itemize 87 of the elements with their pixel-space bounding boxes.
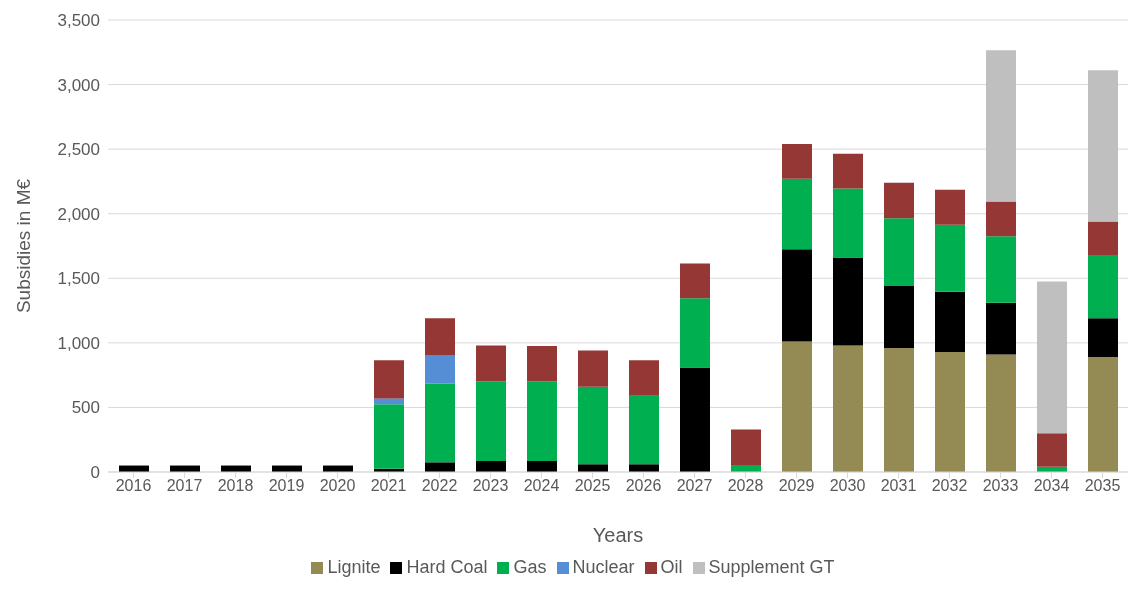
x-tick-label: 2031	[880, 477, 917, 495]
bar	[884, 182, 914, 219]
bar	[425, 355, 455, 384]
x-tick-label: 2032	[931, 477, 968, 495]
bar	[629, 360, 659, 396]
x-tick-label: 2024	[523, 477, 560, 495]
bar	[425, 318, 455, 356]
bar	[578, 350, 608, 387]
bar	[1037, 433, 1067, 467]
y-tick-label: 3,500	[57, 11, 100, 31]
bar	[1088, 70, 1118, 222]
x-tick-label: 2030	[829, 477, 866, 495]
bar	[833, 188, 863, 258]
bar	[1088, 318, 1118, 358]
x-tick-label: 2022	[421, 477, 458, 495]
x-tick-label: 2019	[268, 477, 305, 495]
x-tick-label: 2026	[625, 477, 662, 495]
bar	[476, 345, 506, 382]
bar	[374, 360, 404, 399]
bar	[374, 398, 404, 405]
x-tick-label: 2027	[676, 477, 713, 495]
y-tick-label: 1,000	[57, 333, 100, 353]
y-tick-label: 2,000	[57, 204, 100, 224]
x-tick-label: 2033	[982, 477, 1019, 495]
bar	[425, 462, 455, 472]
x-tick-label: 2023	[472, 477, 509, 495]
x-tick-label: 2017	[166, 477, 203, 495]
bar	[527, 461, 557, 472]
legend-label: Lignite	[327, 557, 381, 577]
x-tick-label: 2018	[217, 477, 254, 495]
x-tick-label: 2035	[1084, 477, 1121, 495]
legend-label: Oil	[660, 557, 683, 577]
x-tick-label: 2034	[1033, 477, 1070, 495]
legend-label: Hard Coal	[406, 557, 488, 577]
bar	[833, 153, 863, 189]
bar	[680, 298, 710, 368]
bar	[629, 464, 659, 472]
bar	[527, 346, 557, 382]
bar	[374, 404, 404, 469]
bar	[782, 249, 812, 342]
bar	[986, 302, 1016, 355]
y-tick-label: 1,500	[57, 269, 100, 289]
bar	[578, 464, 608, 472]
y-tick-label: 500	[71, 398, 100, 418]
y-axis-title: Subsidies in M€	[12, 178, 34, 314]
x-tick-label: 2016	[115, 477, 152, 495]
bar	[527, 381, 557, 462]
x-tick-label: 2021	[370, 477, 407, 495]
bar	[578, 386, 608, 465]
y-tick-label: 3,000	[57, 75, 100, 95]
bar	[986, 201, 1016, 237]
bar	[935, 351, 965, 472]
x-tick-label: 2020	[319, 477, 356, 495]
bar	[629, 395, 659, 465]
bar	[986, 236, 1016, 303]
x-tick-label: 2025	[574, 477, 611, 495]
x-tick-label: 2029	[778, 477, 815, 495]
bar	[782, 143, 812, 179]
y-tick-label: 2,500	[57, 140, 100, 160]
bar	[884, 348, 914, 472]
bar	[1088, 357, 1118, 472]
bar	[833, 257, 863, 346]
bar	[884, 286, 914, 349]
bar	[680, 367, 710, 472]
legend-label: Gas	[513, 557, 547, 577]
bar	[935, 224, 965, 292]
bar	[1088, 221, 1118, 256]
bar	[782, 178, 812, 250]
bar	[1088, 255, 1118, 319]
bar	[986, 354, 1016, 472]
bar	[680, 263, 710, 299]
y-tick-label: 0	[90, 463, 100, 483]
bar	[731, 429, 761, 465]
x-axis-title: Years	[592, 524, 644, 546]
bar	[884, 218, 914, 287]
bar	[476, 461, 506, 472]
bar	[425, 383, 455, 463]
bar	[476, 381, 506, 462]
bar	[935, 291, 965, 352]
bar	[986, 50, 1016, 202]
legend-label: Nuclear	[572, 557, 635, 577]
x-tick-label: 2028	[727, 477, 764, 495]
bar	[782, 341, 812, 472]
bar	[833, 345, 863, 472]
bar	[1037, 281, 1067, 434]
bar	[935, 189, 965, 225]
legend-label: Supplement GT	[708, 557, 835, 577]
